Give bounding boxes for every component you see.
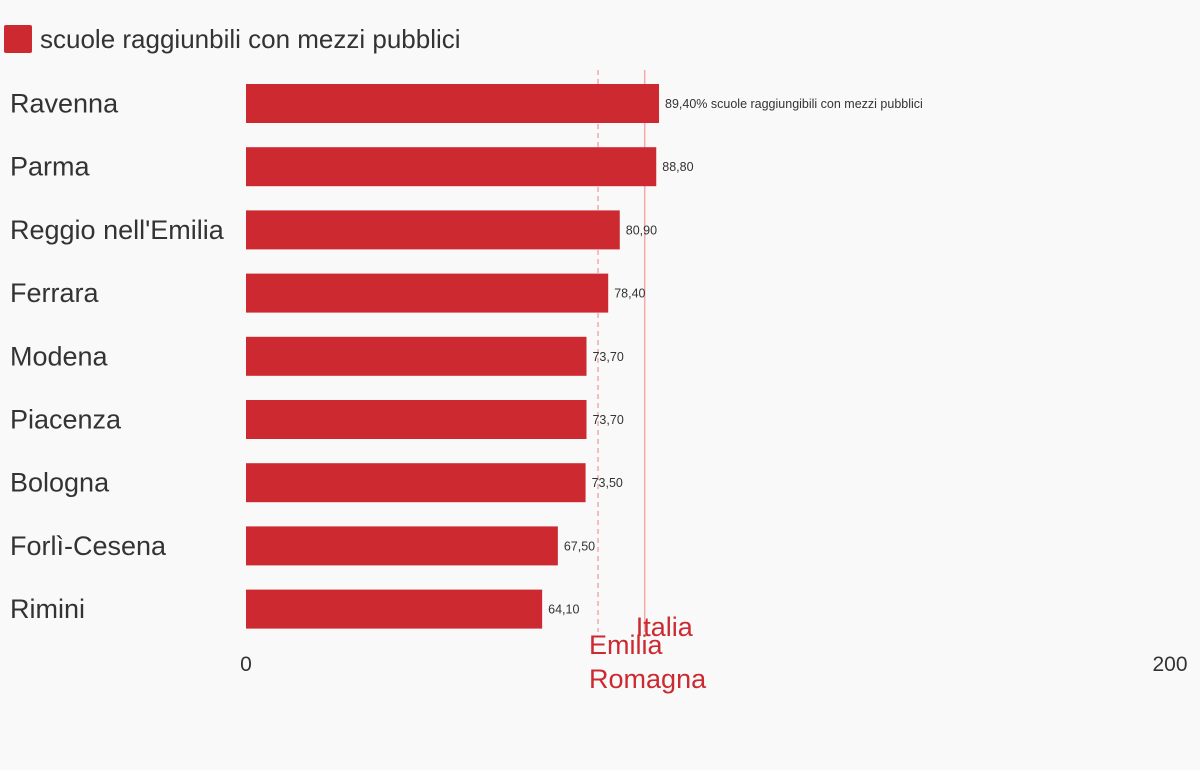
data-label: 73,70 xyxy=(592,350,623,364)
bar xyxy=(246,589,543,629)
bar xyxy=(246,336,587,376)
category-label: Rimini xyxy=(10,594,85,624)
x-tick-label: 200 xyxy=(1152,653,1187,676)
data-label: 88,80 xyxy=(662,160,693,174)
category-label: Forlì-Cesena xyxy=(10,531,167,561)
data-label: 80,90 xyxy=(626,223,657,237)
data-label: 73,50 xyxy=(592,476,623,490)
data-label: 78,40 xyxy=(614,287,645,301)
bar xyxy=(246,84,660,123)
category-label: Bologna xyxy=(10,468,110,498)
data-label: 73,70 xyxy=(592,413,623,427)
bar xyxy=(246,463,586,503)
category-label: Ferrara xyxy=(10,278,99,308)
category-label: Piacenza xyxy=(10,405,122,435)
data-label: 67,50 xyxy=(564,539,595,553)
category-label: Parma xyxy=(10,152,91,182)
category-label: Modena xyxy=(10,341,109,371)
category-label: Ravenna xyxy=(10,89,119,119)
reference-line-label: Emilia Romagna xyxy=(589,630,707,694)
bar xyxy=(246,400,587,439)
x-tick-label: 0 xyxy=(240,653,252,676)
reference-line-label: Italia xyxy=(636,612,694,642)
bar xyxy=(246,147,657,187)
legend-label: scuole raggiunbili con mezzi pubblici xyxy=(40,23,461,54)
chart-legend: scuole raggiunbili con mezzi pubblici xyxy=(4,24,461,54)
category-label: Reggio nell'Emilia xyxy=(10,215,225,245)
data-label: 64,10 xyxy=(548,603,579,617)
data-label: 89,40% scuole raggiungibili con mezzi pu… xyxy=(665,97,923,111)
bar xyxy=(246,526,558,566)
bar xyxy=(246,210,620,250)
bar xyxy=(246,273,609,313)
legend-swatch xyxy=(4,25,32,53)
